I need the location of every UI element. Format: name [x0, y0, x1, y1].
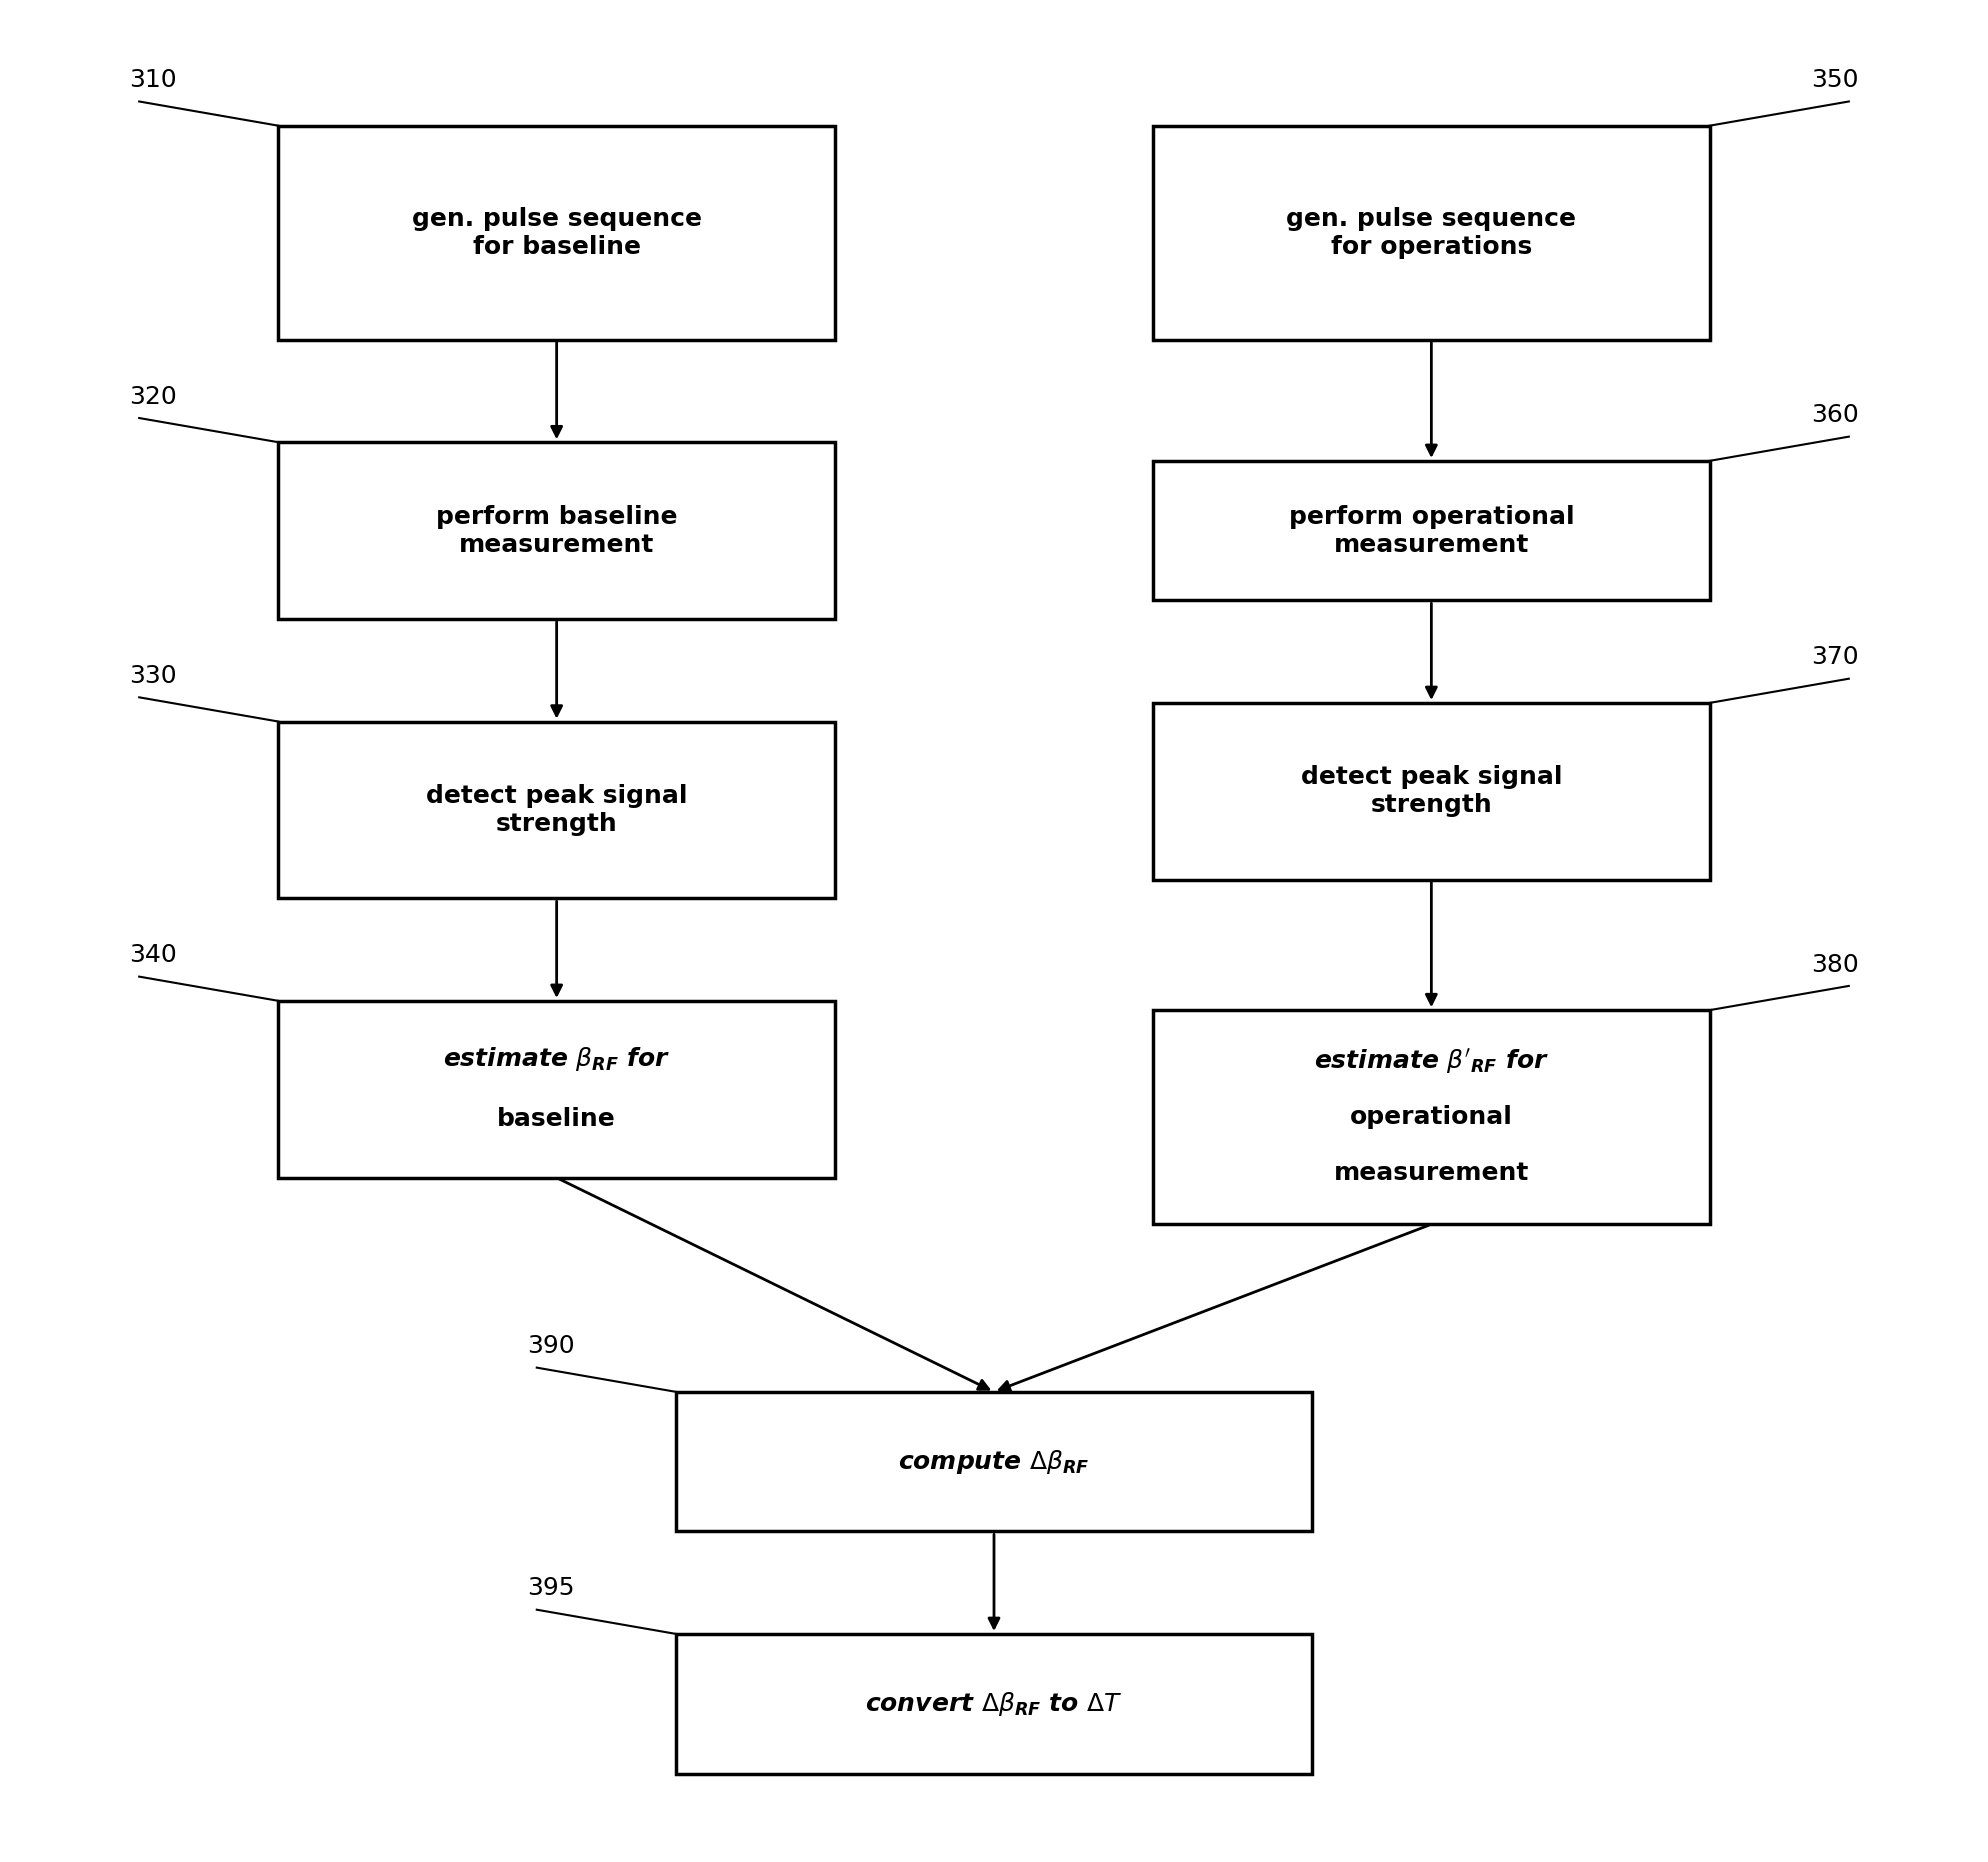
Text: 380: 380	[1811, 953, 1859, 976]
Bar	[1153, 127, 1710, 341]
Bar	[1153, 1009, 1710, 1225]
Bar	[278, 722, 835, 899]
Text: gen. pulse sequence
for baseline: gen. pulse sequence for baseline	[412, 207, 702, 259]
Text: estimate $\beta'_{\mathregular{RF}}$ for: estimate $\beta'_{\mathregular{RF}}$ for	[1314, 1046, 1549, 1076]
Text: estimate $\beta_{\mathregular{RF}}$ for: estimate $\beta_{\mathregular{RF}}$ for	[443, 1045, 670, 1074]
Text: convert $\Delta\beta_{\mathregular{RF}}$ to $\Delta T$: convert $\Delta\beta_{\mathregular{RF}}$…	[865, 1689, 1123, 1719]
Text: perform baseline
measurement: perform baseline measurement	[435, 505, 678, 557]
Text: 330: 330	[129, 665, 177, 689]
Text: 340: 340	[129, 944, 177, 968]
Text: detect peak signal
strength: detect peak signal strength	[1300, 765, 1563, 817]
Text: gen. pulse sequence
for operations: gen. pulse sequence for operations	[1286, 207, 1576, 259]
Text: compute $\Delta\beta_{\mathregular{RF}}$: compute $\Delta\beta_{\mathregular{RF}}$	[899, 1447, 1089, 1477]
Bar	[676, 1635, 1312, 1773]
Bar	[278, 443, 835, 618]
Text: measurement: measurement	[1334, 1162, 1529, 1184]
Text: 395: 395	[527, 1577, 575, 1601]
Bar	[1153, 704, 1710, 881]
Text: 360: 360	[1811, 404, 1859, 428]
Text: operational: operational	[1350, 1106, 1513, 1128]
Bar	[1153, 462, 1710, 601]
Text: perform operational
measurement: perform operational measurement	[1288, 505, 1574, 557]
Bar	[278, 127, 835, 341]
Text: 390: 390	[527, 1335, 575, 1359]
Text: detect peak signal
strength: detect peak signal strength	[425, 784, 688, 836]
Text: baseline: baseline	[497, 1108, 616, 1130]
Text: 310: 310	[129, 69, 177, 91]
Bar	[676, 1393, 1312, 1531]
Bar	[278, 1002, 835, 1179]
Text: 350: 350	[1811, 69, 1859, 91]
Text: 370: 370	[1811, 646, 1859, 670]
Text: 320: 320	[129, 385, 177, 410]
